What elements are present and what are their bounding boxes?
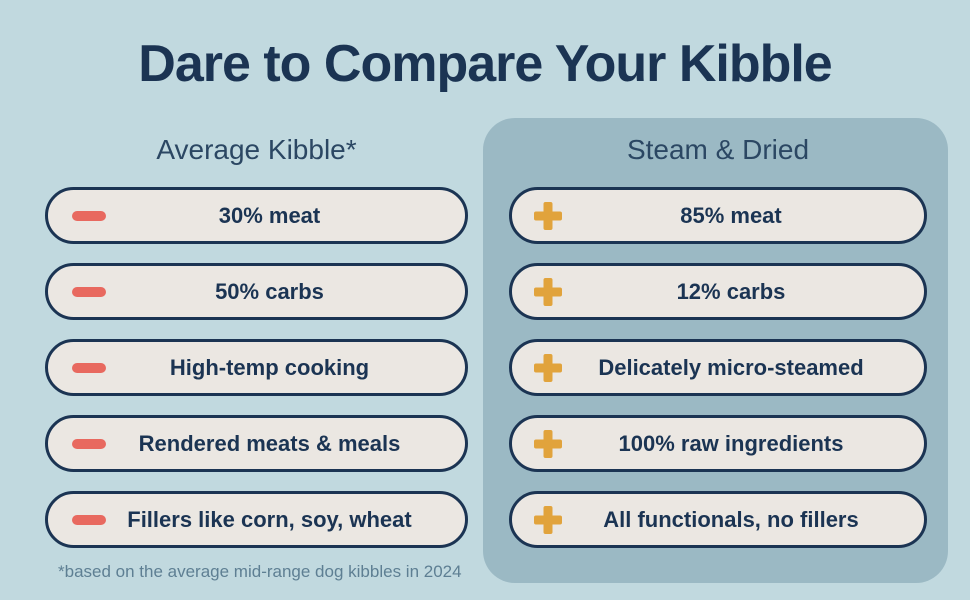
steam-dried-row-functionals: All functionals, no fillers <box>509 491 927 548</box>
plus-icon <box>534 430 562 458</box>
steam-dried-row-meat: 85% meat <box>509 187 927 244</box>
average-kibble-row-meat: 30% meat <box>45 187 468 244</box>
average-kibble-row-rendered: Rendered meats & meals <box>45 415 468 472</box>
page-title: Dare to Compare Your Kibble <box>138 35 832 93</box>
pill-label: 100% raw ingredients <box>618 430 844 456</box>
pill-label: 50% carbs <box>215 278 324 304</box>
minus-icon <box>72 514 106 525</box>
column-header-steam-dried: Steam & Dried <box>626 134 810 165</box>
pill-label: High-temp cooking <box>169 354 370 380</box>
pill-label: 12% carbs <box>676 278 786 304</box>
minus-icon <box>72 362 106 373</box>
minus-icon <box>72 438 106 449</box>
steam-dried-row-carbs: 12% carbs <box>509 263 927 320</box>
column-header-average-kibble: Average Kibble* <box>156 134 357 165</box>
footnote: *based on the average mid-range dog kibb… <box>58 562 462 581</box>
pill-label: Rendered meats & meals <box>138 430 401 456</box>
pill-label: 30% meat <box>218 202 321 228</box>
plus-icon <box>534 354 562 382</box>
pill-label: 85% meat <box>680 202 782 228</box>
pill-label: Delicately micro-steamed <box>598 354 864 380</box>
average-kibble-row-carbs: 50% carbs <box>45 263 468 320</box>
plus-icon <box>534 202 562 230</box>
minus-icon <box>72 286 106 297</box>
column-steam-dried: Steam & Dried 85% meat 12% carbs Delicat… <box>509 130 927 567</box>
plus-icon <box>534 278 562 306</box>
column-average-kibble: Average Kibble* 30% meat 50% carbs High-… <box>45 130 468 567</box>
steam-dried-row-raw: 100% raw ingredients <box>509 415 927 472</box>
average-kibble-row-cooking: High-temp cooking <box>45 339 468 396</box>
pill-label: All functionals, no fillers <box>603 506 859 532</box>
minus-icon <box>72 210 106 221</box>
steam-dried-row-steamed: Delicately micro-steamed <box>509 339 927 396</box>
plus-icon <box>534 506 562 534</box>
average-kibble-row-fillers: Fillers like corn, soy, wheat <box>45 491 468 548</box>
pill-label: Fillers like corn, soy, wheat <box>127 506 412 532</box>
